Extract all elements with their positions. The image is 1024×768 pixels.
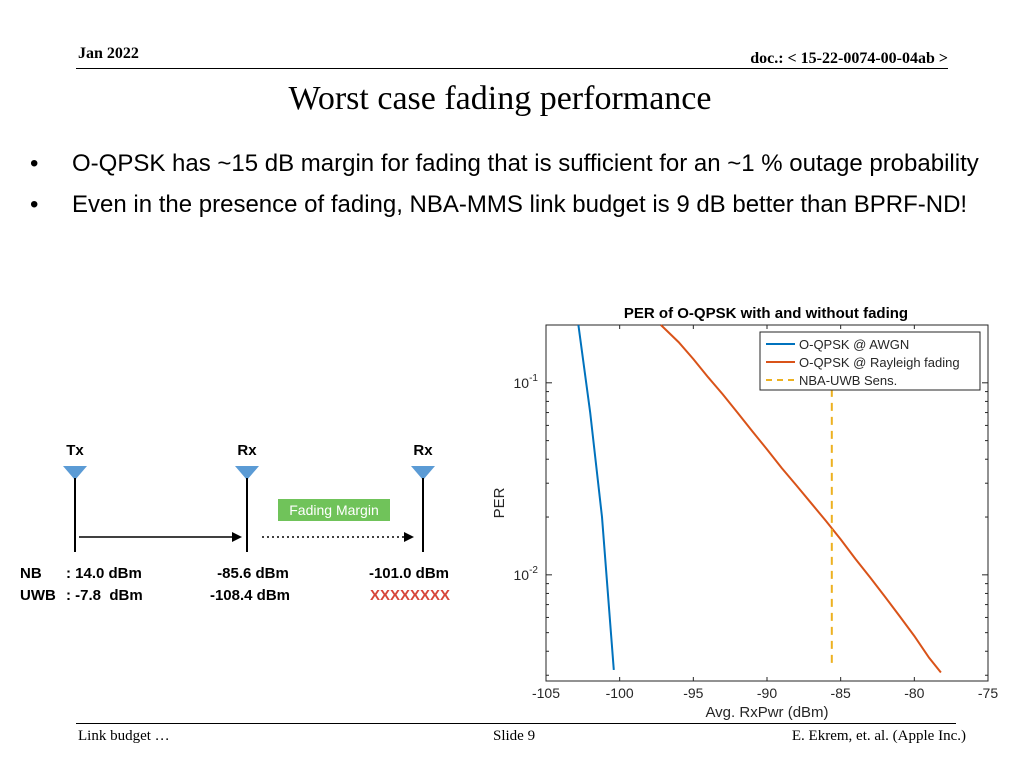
bullet-text: O-QPSK has ~15 dB margin for fading that… [72, 150, 979, 177]
footer-left: Link budget … [78, 728, 170, 744]
x-tick-label: -100 [606, 685, 634, 701]
row-label-uwb: UWB [20, 587, 56, 604]
legend-box [759, 331, 981, 391]
legend-entry-rayleigh: O-QPSK @ Rayleigh fading [799, 355, 960, 370]
nb-rx-1: -85.6 dBm [217, 565, 289, 582]
doc-number: < 15-22-0074-00-04ab > [787, 50, 948, 67]
slide-title: Worst case fading performance [288, 80, 712, 117]
arrowhead-icon [404, 532, 414, 542]
y-tick-label: 10-2 [514, 565, 539, 583]
header-date: Jan 2022 [78, 45, 139, 62]
uwb-tx-power: : -7.8 dBm [66, 587, 143, 604]
row-label-nb: NB [20, 565, 42, 582]
fading-margin-label: Fading Margin [289, 502, 379, 518]
x-axis-label: Avg. RxPwr (dBm) [705, 704, 828, 721]
antenna-rx-2 [411, 466, 435, 552]
footer-divider [76, 723, 956, 724]
header-doc-id: doc.: < 15-22-0074-00-04ab > [750, 50, 948, 68]
fading-margin-badge [278, 499, 390, 521]
uwb-rx-1: -108.4 dBm [210, 587, 290, 604]
series-rayleigh-line [660, 324, 942, 674]
header-divider [76, 68, 948, 69]
x-tick-label: -85 [831, 685, 851, 701]
bullet-item: • O-QPSK has ~15 dB margin for fading th… [30, 146, 990, 181]
nb-rx-2: -101.0 dBm [369, 565, 449, 582]
antenna-triangle-icon [411, 466, 435, 480]
series-awgn-line [577, 324, 615, 670]
y-tick-label: 10-1 [514, 373, 539, 391]
chart-title: PER of O-QPSK with and without fading [624, 305, 908, 322]
nb-tx-power: : 14.0 dBm [66, 565, 142, 582]
bullet-marker: • [30, 150, 39, 177]
series-lines [577, 324, 942, 674]
bullet-item: • Even in the presence of fading, NBA-MM… [30, 187, 990, 222]
x-tick-label: -90 [757, 685, 777, 701]
footer-slide-number: Slide 9 [493, 728, 536, 744]
per-chart: PER of O-QPSK with and without fading -1… [491, 305, 998, 721]
legend-entry-sens: NBA-UWB Sens. [799, 373, 897, 388]
axis-ticks: -105 -100 -95 -90 -85 -80 -75 10-1 10-2 [514, 324, 998, 701]
x-tick-label: -80 [904, 685, 924, 701]
legend-entry-awgn: O-QPSK @ AWGN [799, 337, 909, 352]
bullet-text: Even in the presence of fading, NBA-MMS … [72, 191, 968, 218]
bullet-list: • O-QPSK has ~15 dB margin for fading th… [30, 146, 990, 228]
doc-label: doc.: [750, 50, 788, 67]
link-budget-diagram: Tx Rx Rx Fading Margin NB : 14.0 dBm -85… [20, 442, 450, 604]
antenna-rx-1 [235, 466, 259, 552]
x-tick-label: -95 [683, 685, 703, 701]
antenna-triangle-icon [63, 466, 87, 480]
y-axis-label: PER [491, 487, 508, 518]
arrowhead-icon [232, 532, 242, 542]
uwb-rx-2: XXXXXXXX [370, 587, 450, 604]
footer-author: E. Ekrem, et. al. (Apple Inc.) [791, 728, 966, 744]
antenna-triangle-icon [235, 466, 259, 480]
x-tick-label: -75 [978, 685, 998, 701]
bullet-marker: • [30, 191, 39, 218]
node-label-rx-2: Rx [413, 442, 433, 459]
antenna-tx [63, 466, 87, 552]
chart-legend: O-QPSK @ AWGN O-QPSK @ Rayleigh fading N… [759, 331, 981, 391]
x-tick-label: -105 [532, 685, 560, 701]
node-label-rx-1: Rx [237, 442, 257, 459]
node-label-tx: Tx [66, 442, 84, 459]
